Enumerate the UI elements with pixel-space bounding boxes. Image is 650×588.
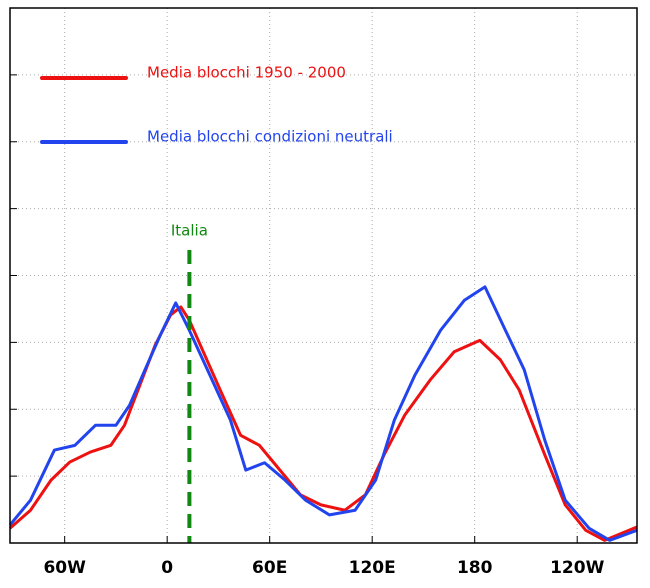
x-tick-label: 60W	[43, 558, 86, 578]
data-line	[8, 285, 638, 542]
plot-frame	[9, 7, 638, 544]
x-tick-label: 120W	[550, 558, 604, 578]
data-line	[9, 305, 638, 542]
x-tick-label: 120E	[349, 558, 396, 578]
annotation-label: Italia	[171, 222, 208, 240]
legend-label: Media blocchi condizioni neutrali	[147, 128, 393, 146]
x-tick-label: 0	[161, 558, 173, 578]
x-tick-label: 60E	[252, 558, 287, 578]
legend-label: Media blocchi 1950 - 2000	[147, 64, 346, 82]
x-tick-label: 180	[457, 558, 493, 578]
